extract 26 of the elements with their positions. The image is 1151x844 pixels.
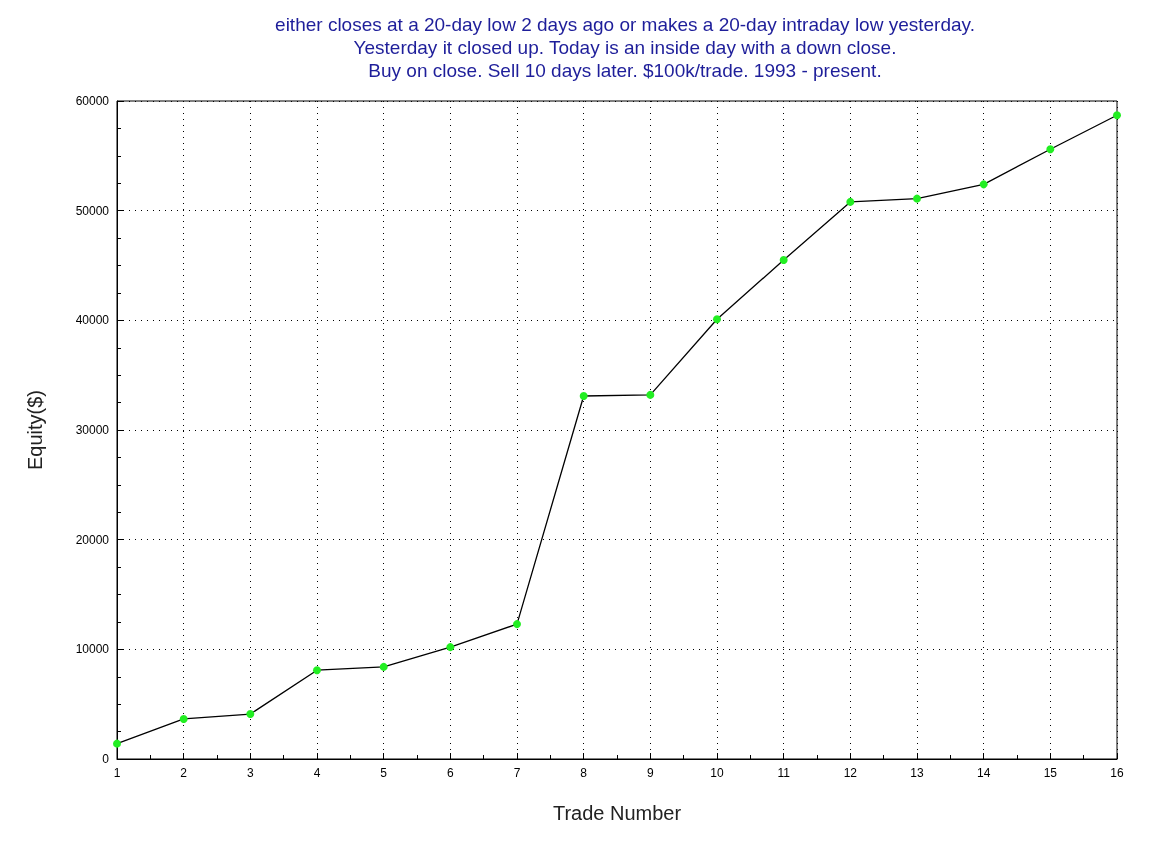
x-tick-label: 11: [777, 766, 791, 780]
y-axis-title: Equity($): [24, 389, 46, 471]
x-tick-label: 5: [380, 766, 388, 780]
x-tick-label: 7: [513, 766, 521, 780]
x-tick-label: 10: [710, 766, 724, 780]
x-tick-label: 16: [1110, 766, 1124, 780]
x-tick-label: 8: [580, 766, 588, 780]
y-tick-label: 10000: [75, 642, 110, 657]
y-tick-label: 30000: [75, 423, 110, 437]
x-tick-label: 2: [180, 766, 188, 780]
x-tick-label: 13: [910, 766, 924, 780]
x-tick-label: 3: [246, 766, 254, 780]
x-tick-label: 4: [313, 766, 321, 780]
y-tick-label: 40000: [75, 313, 110, 328]
x-axis-title: Trade Number: [552, 802, 682, 824]
y-tick-label: 20000: [75, 532, 110, 547]
y-tick-label: 0: [102, 752, 110, 766]
y-tick-label: 60000: [75, 94, 110, 108]
x-tick-label: 6: [446, 766, 454, 780]
chart-title: either closes at a 20-day low 2 days ago or makes a 20-day intraday low yesterday. Yesterday it closed up. Today is an inside day with a down close. Buy on close. Sell 10 days later. $100k/trade. 1993 - present.: [275, 14, 975, 81]
x-tick-label: 1: [113, 766, 121, 780]
x-tick-label: 15: [1043, 766, 1058, 780]
x-tick-label: 9: [646, 766, 654, 780]
y-tick-label: 50000: [75, 203, 110, 218]
x-tick-label: 14: [976, 766, 991, 780]
x-tick-label: 12: [843, 766, 858, 780]
